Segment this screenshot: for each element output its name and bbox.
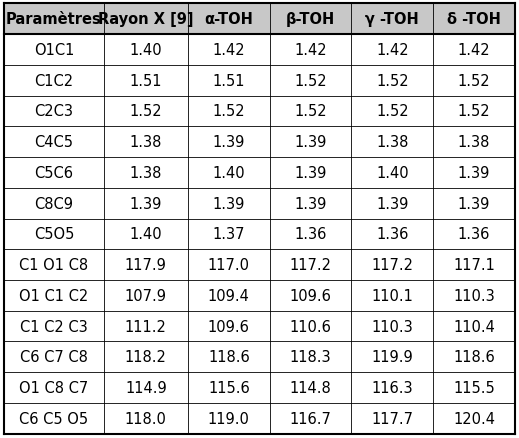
Text: 110.3: 110.3 [453,288,495,303]
Text: 1.52: 1.52 [376,104,408,119]
Text: O1C1: O1C1 [34,43,74,58]
Text: 109.6: 109.6 [208,319,250,334]
Text: 110.1: 110.1 [371,288,413,303]
Text: 114.9: 114.9 [125,380,167,395]
Text: 1.52: 1.52 [294,74,327,88]
Text: 1.39: 1.39 [294,196,327,211]
Text: 118.6: 118.6 [208,350,250,364]
Text: 1.39: 1.39 [294,166,327,180]
Text: 1.39: 1.39 [130,196,162,211]
Text: 110.4: 110.4 [453,319,495,334]
Text: 1.39: 1.39 [458,166,490,180]
Text: C1C2: C1C2 [34,74,74,88]
Text: C5C6: C5C6 [34,166,74,180]
Text: 1.39: 1.39 [213,135,245,150]
Text: C2C3: C2C3 [34,104,74,119]
Text: 117.7: 117.7 [371,411,413,426]
Text: 1.36: 1.36 [458,227,490,242]
Text: 1.42: 1.42 [458,43,490,58]
Text: β-TOH: β-TOH [286,12,335,27]
Text: 117.1: 117.1 [453,258,495,272]
Text: 109.6: 109.6 [290,288,332,303]
Text: 1.52: 1.52 [130,104,162,119]
Text: C8C9: C8C9 [34,196,74,211]
Text: 110.3: 110.3 [372,319,413,334]
Text: 118.2: 118.2 [125,350,167,364]
Text: 119.9: 119.9 [372,350,413,364]
Text: O1 C8 C7: O1 C8 C7 [19,380,89,395]
Text: 120.4: 120.4 [453,411,495,426]
Text: 1.37: 1.37 [213,227,245,242]
Text: 1.52: 1.52 [458,74,490,88]
Text: 1.52: 1.52 [458,104,490,119]
Text: 114.8: 114.8 [290,380,332,395]
Text: C4C5: C4C5 [34,135,74,150]
Bar [4,4,515,35]
Text: C1 C2 C3: C1 C2 C3 [20,319,88,334]
Text: α-TOH: α-TOH [204,12,253,27]
Text: 1.42: 1.42 [376,43,408,58]
Text: 1.52: 1.52 [213,104,245,119]
Text: 1.51: 1.51 [130,74,162,88]
Text: 1.36: 1.36 [376,227,408,242]
Text: 117.2: 117.2 [371,258,413,272]
Text: 1.40: 1.40 [130,227,162,242]
Text: 118.3: 118.3 [290,350,332,364]
Text: 1.52: 1.52 [376,74,408,88]
Text: γ -TOH: γ -TOH [365,12,419,27]
Text: O1 C1 C2: O1 C1 C2 [19,288,89,303]
Text: 1.42: 1.42 [294,43,327,58]
Text: δ -TOH: δ -TOH [447,12,501,27]
Text: C1 O1 C8: C1 O1 C8 [19,258,89,272]
Text: 1.38: 1.38 [130,166,162,180]
Text: 116.7: 116.7 [290,411,332,426]
Text: 1.40: 1.40 [213,166,245,180]
Text: 1.38: 1.38 [130,135,162,150]
Text: 1.40: 1.40 [376,166,408,180]
Text: 1.42: 1.42 [213,43,245,58]
Text: 110.6: 110.6 [290,319,332,334]
Text: 107.9: 107.9 [125,288,167,303]
Text: 118.6: 118.6 [453,350,495,364]
Text: 1.36: 1.36 [294,227,327,242]
Text: C5O5: C5O5 [34,227,74,242]
Text: 1.39: 1.39 [376,196,408,211]
Text: 1.52: 1.52 [294,104,327,119]
Text: 117.2: 117.2 [290,258,332,272]
Text: 1.39: 1.39 [294,135,327,150]
Text: 1.38: 1.38 [458,135,490,150]
Text: 1.39: 1.39 [213,196,245,211]
Text: 1.40: 1.40 [130,43,162,58]
Text: 1.51: 1.51 [213,74,245,88]
Text: 111.2: 111.2 [125,319,167,334]
Text: C6 C5 O5: C6 C5 O5 [19,411,89,426]
Text: 1.39: 1.39 [458,196,490,211]
Text: 115.6: 115.6 [208,380,250,395]
Text: 1.38: 1.38 [376,135,408,150]
Text: 117.9: 117.9 [125,258,167,272]
Text: Rayon X [9]: Rayon X [9] [98,12,194,27]
Text: 109.4: 109.4 [208,288,250,303]
Text: 116.3: 116.3 [372,380,413,395]
Text: 115.5: 115.5 [453,380,495,395]
Text: Paramètres: Paramètres [6,12,102,27]
Text: 119.0: 119.0 [208,411,250,426]
Text: 117.0: 117.0 [208,258,250,272]
Text: C6 C7 C8: C6 C7 C8 [20,350,88,364]
Text: 118.0: 118.0 [125,411,167,426]
